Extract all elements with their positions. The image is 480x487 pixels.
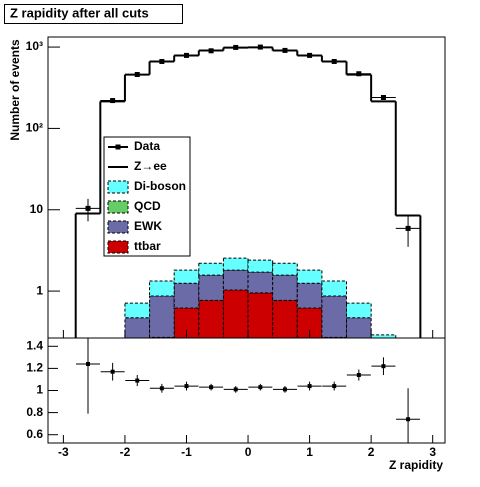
stack-bar [272, 299, 298, 338]
legend-box [103, 136, 191, 257]
legend-label: QCD [134, 199, 161, 213]
ratio-point [406, 417, 411, 422]
y-tick-label: 1 [36, 283, 43, 297]
stack-bar [173, 269, 200, 284]
data-point [380, 94, 386, 100]
stack-bar [222, 289, 249, 338]
x-tick-label: -1 [181, 445, 192, 459]
title-box [4, 4, 183, 24]
stack-bar [198, 299, 224, 338]
stack-bar [198, 262, 224, 276]
stack-bar [124, 302, 151, 319]
legend-label: Data [134, 139, 160, 153]
stack-bar [173, 282, 200, 309]
x-tick-label: -2 [120, 445, 131, 459]
x-tick-label: 3 [429, 445, 436, 459]
legend-marker [115, 144, 121, 150]
data-point [257, 44, 263, 50]
legend-label: Di-boson [134, 179, 186, 193]
legend-swatch [107, 220, 129, 234]
data-point [356, 71, 362, 77]
stack-bar [247, 259, 274, 273]
ratio-point [381, 364, 386, 369]
y-tick-label: 0.8 [26, 405, 43, 419]
y-tick-label: 0.6 [26, 427, 43, 441]
main-plot [74, 44, 422, 338]
stack-bar [222, 257, 249, 271]
data-point [134, 72, 140, 78]
ratio-point [307, 384, 312, 389]
x-axis-label: Z rapidity [389, 458, 443, 472]
y-tick-label: 1 [36, 383, 43, 397]
ratio-point [110, 369, 115, 374]
stack-bar [296, 282, 323, 309]
data-point [110, 98, 116, 104]
stack-bar [247, 271, 274, 294]
stack-bar [346, 302, 372, 319]
data-point [85, 205, 91, 211]
legend-label: Z→ee [134, 159, 167, 173]
legend-swatch [107, 240, 129, 254]
y-tick-label: 10² [26, 121, 43, 135]
stack-bar [296, 269, 323, 284]
legend-label: ttbar [134, 239, 161, 253]
data-point [159, 58, 165, 64]
legend-label: EWK [134, 219, 162, 233]
ratio-point [233, 387, 238, 392]
stack-bar [321, 280, 348, 297]
y-tick-label: 10 [30, 202, 44, 216]
stack-bar [272, 262, 298, 276]
ratio-plot [76, 338, 421, 443]
ratio-point [209, 385, 214, 390]
data-point [233, 44, 239, 50]
stack-bar [222, 269, 249, 291]
data-point [331, 58, 337, 64]
stack-bar [149, 280, 175, 297]
ratio-point [86, 361, 91, 366]
data-point [307, 52, 313, 58]
data-point [208, 48, 214, 54]
y-tick-label: 10³ [26, 39, 43, 53]
legend-swatch [107, 180, 129, 194]
data-point [282, 47, 288, 53]
x-tick-label: 2 [368, 445, 375, 459]
stack-bar [149, 295, 175, 338]
x-tick-label: 0 [245, 445, 252, 459]
chart-title: Z rapidity after all cuts [10, 5, 149, 20]
stack-bar [198, 274, 224, 301]
stack-bar [247, 292, 274, 338]
ratio-point [356, 373, 361, 378]
legend-swatch [107, 200, 129, 214]
x-tick-label: 1 [306, 445, 313, 459]
stack-bar [321, 295, 348, 338]
y-axis-label: Number of events [8, 39, 22, 141]
y-tick-label: 1.2 [26, 361, 43, 375]
x-tick-label: -3 [58, 445, 69, 459]
data-point [183, 52, 189, 58]
stack-bar [272, 274, 298, 301]
ratio-point [282, 387, 287, 392]
ratio-point [258, 385, 263, 390]
ratio-point [159, 386, 164, 391]
stack-bar [370, 334, 397, 338]
y-tick-label: 1.4 [26, 338, 43, 352]
ratio-point [332, 384, 337, 389]
data-point [405, 225, 411, 231]
ratio-point [135, 378, 140, 383]
ratio-point [184, 384, 189, 389]
